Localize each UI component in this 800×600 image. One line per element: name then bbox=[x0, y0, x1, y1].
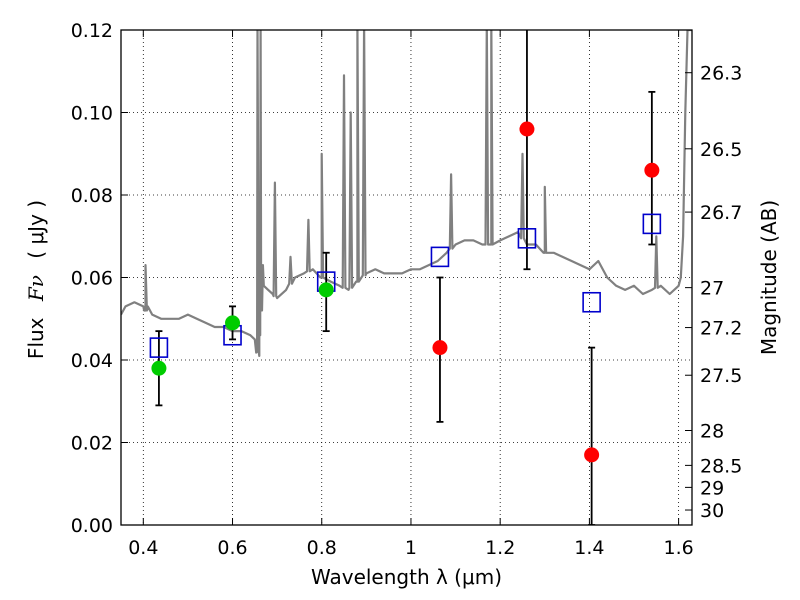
right-tick-label: 26.7 bbox=[700, 202, 742, 224]
right-tick-label: 27.2 bbox=[700, 318, 742, 340]
y-axis-label-right: Magnitude (AB) bbox=[757, 200, 781, 355]
model-spectrum bbox=[121, 30, 692, 357]
points-clip-group bbox=[149, 30, 662, 525]
y-label-symbol: Fν bbox=[24, 275, 48, 302]
observed-flux-point bbox=[519, 121, 535, 137]
y-label-unit: ( μJy ) bbox=[24, 200, 48, 259]
y-tick-label: 0.12 bbox=[71, 20, 113, 42]
model-photometry-square bbox=[149, 337, 169, 358]
y-axis-label-left: Flux Fν ( μJy ) bbox=[24, 200, 48, 359]
x-tick-label: 1 bbox=[405, 537, 417, 559]
y-label-prefix: Flux bbox=[24, 317, 48, 359]
x-tick-label: 1.6 bbox=[664, 537, 694, 559]
observed-flux-point bbox=[644, 162, 660, 178]
right-tick-label: 29 bbox=[700, 477, 724, 499]
right-tick-label: 30 bbox=[700, 500, 724, 522]
x-tick-label: 0.4 bbox=[128, 537, 158, 559]
y-tick-label: 0.08 bbox=[71, 185, 113, 207]
observed-flux-point bbox=[151, 360, 167, 376]
x-tick-label: 1.2 bbox=[485, 537, 515, 559]
y-axis-left: 0.00 0.02 0.04 0.06 0.08 0.10 0.12 bbox=[71, 20, 128, 537]
x-axis: 0.4 0.6 0.8 1 1.2 1.4 1.6 bbox=[128, 30, 694, 559]
model-photometry-square bbox=[430, 246, 450, 268]
x-axis-label: Wavelength λ (μm) bbox=[311, 565, 502, 589]
svg-text:Flux Fν ( μJy ): Flux Fν ( μJy ) bbox=[24, 200, 48, 359]
observed-flux-point bbox=[432, 340, 448, 356]
model-photometry-square bbox=[582, 291, 601, 313]
right-tick-label: 28 bbox=[700, 421, 724, 443]
observed-flux-point bbox=[318, 282, 334, 298]
y-tick-label: 0.06 bbox=[71, 268, 113, 290]
x-tick-label: 0.8 bbox=[307, 537, 337, 559]
y-tick-label: 0.04 bbox=[71, 350, 113, 372]
y-tick-label: 0.10 bbox=[71, 103, 113, 125]
model-photometry-square bbox=[517, 228, 537, 249]
right-tick-label: 28.5 bbox=[700, 455, 742, 477]
right-tick-label: 27 bbox=[700, 278, 724, 300]
right-tick-label: 26.5 bbox=[700, 139, 742, 161]
model-photometry-square bbox=[642, 213, 662, 235]
x-tick-label: 1.4 bbox=[574, 537, 604, 559]
data-points bbox=[149, 30, 662, 525]
right-tick-label: 26.3 bbox=[700, 63, 742, 85]
spectrum-line bbox=[121, 30, 692, 357]
grid-lines bbox=[121, 29, 692, 526]
y-tick-label: 0.00 bbox=[71, 515, 113, 537]
y-tick-label: 0.02 bbox=[71, 433, 113, 455]
right-tick-label: 27.5 bbox=[700, 365, 742, 387]
observed-flux-point bbox=[225, 315, 241, 331]
observed-flux-point bbox=[584, 447, 600, 463]
x-tick-label: 0.6 bbox=[217, 537, 247, 559]
